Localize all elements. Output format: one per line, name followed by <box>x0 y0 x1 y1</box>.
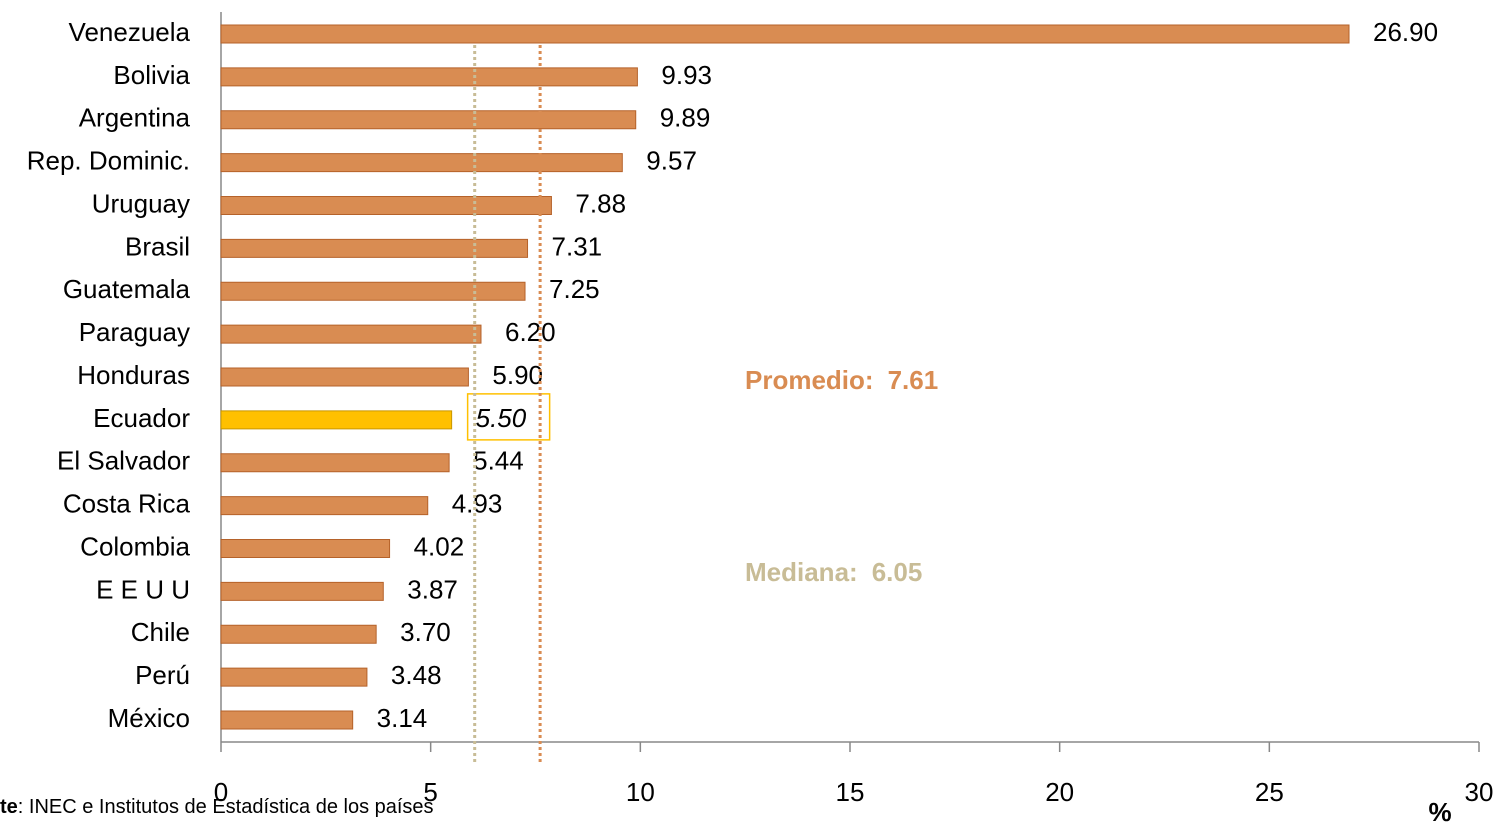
annotation-value: 6.05 <box>872 557 923 587</box>
bar <box>220 324 482 344</box>
value-label: 7.88 <box>575 188 626 218</box>
y-tick-label: Rep. Dominic. <box>27 146 190 176</box>
source-note: te: INEC e Institutos de Estadística de … <box>0 796 434 818</box>
x-tick-label: 20 <box>1045 777 1074 807</box>
y-tick-label: Chile <box>131 617 190 647</box>
x-tick-label: 5 <box>423 777 437 807</box>
x-tick-label: 25 <box>1255 777 1284 807</box>
annotation-value: 7.61 <box>888 365 939 395</box>
y-tick-label: México <box>108 703 190 733</box>
x-axis-label: % <box>1428 797 1451 826</box>
bar <box>220 281 526 301</box>
value-label: 5.50 <box>476 403 527 433</box>
bar <box>220 367 469 387</box>
value-label: 4.02 <box>414 531 465 561</box>
value-label: 3.14 <box>377 703 428 733</box>
bar <box>220 110 637 130</box>
y-tick-label: Costa Rica <box>63 489 191 519</box>
bar <box>220 67 638 87</box>
x-tick-label: 0 <box>214 777 228 807</box>
bar <box>220 539 391 558</box>
value-label: 6.20 <box>505 317 556 347</box>
bar <box>220 153 623 173</box>
value-label: 26.90 <box>1373 17 1438 47</box>
y-tick-label: Paraguay <box>79 317 190 347</box>
value-label: 9.89 <box>660 103 711 133</box>
y-tick-label: Venezuela <box>69 17 191 47</box>
bar <box>220 238 529 258</box>
bar <box>220 667 368 687</box>
y-tick-label: Uruguay <box>92 188 190 218</box>
y-tick-label: Bolivia <box>113 60 190 90</box>
y-tick-label: Colombia <box>80 531 190 561</box>
y-tick-label: Honduras <box>77 360 190 390</box>
bar <box>220 196 552 215</box>
bar <box>220 710 354 730</box>
bar <box>220 453 450 473</box>
annotation: Mediana: 6.05 <box>745 557 922 587</box>
x-tick-label: 30 <box>1465 777 1494 807</box>
value-label: 9.57 <box>646 146 697 176</box>
y-tick-label: Guatemala <box>63 274 191 304</box>
bar <box>220 496 429 516</box>
value-label: 3.48 <box>391 660 442 690</box>
value-label: 7.25 <box>549 274 600 304</box>
y-tick-label: Ecuador <box>93 403 190 433</box>
value-label: 5.44 <box>473 446 524 476</box>
value-label-box <box>466 393 551 441</box>
annotation-label: Mediana: <box>745 557 858 587</box>
y-tick-label: Argentina <box>79 103 191 133</box>
source-label: te <box>0 796 18 818</box>
value-label: 4.93 <box>452 489 503 519</box>
value-label: 3.70 <box>400 617 451 647</box>
bar <box>220 624 377 644</box>
bar <box>220 581 384 601</box>
value-label: 3.87 <box>407 574 458 604</box>
y-tick-label: Brasil <box>125 231 190 261</box>
annotation-label: Promedio: <box>745 365 874 395</box>
bar <box>220 410 453 430</box>
y-tick-label: El Salvador <box>57 446 190 476</box>
y-tick-label: Perú <box>135 660 190 690</box>
bar <box>220 24 1350 44</box>
value-label: 9.93 <box>661 60 712 90</box>
x-tick-label: 15 <box>836 777 865 807</box>
value-label: 5.90 <box>492 360 543 390</box>
y-tick-label: E E U U <box>96 574 190 604</box>
value-label: 7.31 <box>552 231 603 261</box>
annotation: Promedio: 7.61 <box>745 365 938 395</box>
source-text: : INEC e Institutos de Estadística de lo… <box>18 796 434 818</box>
x-tick-label: 10 <box>626 777 655 807</box>
